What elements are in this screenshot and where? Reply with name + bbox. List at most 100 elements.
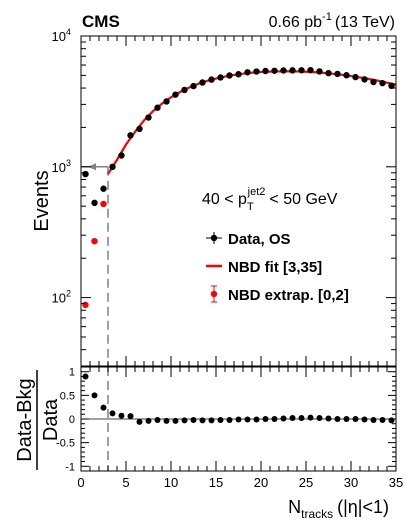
legend: Data, OS NBD fit [3,35] NBD extrap. [0,2… [206,231,349,304]
data-point [325,69,332,77]
x-tick-label: 5 [122,475,129,490]
ratio-y-tick-label: -0.5 [56,438,75,450]
data-point [208,76,215,83]
x-label-n: N [288,497,301,517]
legend-entry-data: Data, OS [206,231,291,248]
legend-entry-extrap: NBD extrap. [0,2] [210,285,349,304]
data-point [343,72,350,79]
ratio-label-denominator: Data [40,398,62,441]
x-tick-label: 0 [77,475,84,490]
nbd-fit-curve [107,70,397,175]
events-panel: 102 103 104 Events 40 < pTjet2 < 50 GeV Dat… [31,27,397,367]
ratio-y-tick-label: 1 [69,367,75,379]
legend-fit-label: NBD fit [3,35] [228,259,322,276]
data-point [388,82,395,90]
ratio-point [361,416,368,423]
data-point [289,67,296,74]
legend-entry-fit: NBD fit [3,35] [206,259,322,276]
data-point [109,163,116,171]
data-point [334,70,341,78]
data-point [91,199,98,207]
ratio-point [163,417,170,424]
legend-extrap-marker [210,290,218,298]
ratio-point [172,417,179,424]
ratio-point [154,416,161,423]
x-tick-label: 20 [254,475,268,490]
experiment-label: CMS [82,12,120,31]
data-point [298,67,305,74]
data-point [181,86,188,94]
ratio-point [262,416,269,422]
ratio-y-tick-label: 0 [69,414,75,426]
data-point [307,66,314,74]
ratio-point [118,412,125,419]
ratio-point [388,417,395,424]
data-point [82,170,89,178]
ratio-point [271,416,278,422]
data-point [172,91,179,98]
ratio-y-tick-label: 0.5 [60,390,75,402]
data-point [100,185,107,192]
data-point [280,67,287,74]
legend-data-marker [210,234,218,242]
ratio-point [226,416,233,423]
events-axis-label: Events [31,170,53,231]
ratio-panel: 0 5 10 15 20 25 30 35-1-0.500.51 Data-Bkg Data … [14,366,403,521]
extrap-point [91,237,98,245]
y-tick-label: 102 [52,289,71,306]
data-point [136,125,143,133]
x-tick-label: 10 [164,475,178,490]
ratio-point [127,413,134,420]
ratio-point [190,416,197,423]
ratio-point [136,418,143,425]
data-point [370,78,377,86]
x-tick-label: 35 [389,475,403,490]
y-tick-label: 104 [52,27,71,44]
data-point [253,68,260,75]
x-tick-label: 30 [344,475,358,490]
ratio-point [307,414,314,421]
x-label-sub: tracks [301,507,333,521]
data-point [244,69,251,76]
data-point [145,114,152,121]
data-point [217,74,224,81]
ratio-point [235,416,242,423]
extrap-point [100,200,107,208]
ratio-y-tick-label: -1 [65,461,75,473]
ratio-point [352,416,359,422]
ratio-point [343,416,350,422]
x-tick-label: 15 [209,475,223,490]
data-point [226,72,233,79]
ratio-point [325,415,332,422]
ratio-point [379,416,386,423]
selection-tail: < 50 GeV [269,191,337,208]
ratio-point [91,392,98,399]
ratio-point [289,415,296,422]
data-point [118,152,125,159]
ratio-point [100,404,107,411]
legend-data-label: Data, OS [228,231,291,248]
data-point [235,71,242,78]
lumi-energy: (13 TeV) [335,14,395,31]
ratio-point [181,417,188,424]
data-point [262,67,269,75]
data-point [190,82,197,90]
x-axis-label: Ntracks (|η|<1) [288,497,389,521]
lumi-value: 0.66 pb [269,14,322,31]
lumi-exponent: -1 [322,11,332,23]
ratio-point [253,416,260,423]
events-panel-frame [80,35,397,367]
luminosity-label: 0.66 pb-1 (13 TeV) [269,11,395,31]
data-point [352,73,359,81]
ratio-point [109,410,116,417]
cut-arrow-head [88,163,96,171]
data-point [127,132,134,139]
ratio-point [244,416,251,423]
ratio-label-numerator: Data-Bkg [14,378,36,461]
jet-pt-selection: 40 < pTjet2 < 50 GeV [202,186,338,213]
data-point [316,68,323,75]
x-label-tail: (|η|<1) [337,497,389,517]
ratio-point [280,415,287,422]
ratio-point [298,415,305,422]
